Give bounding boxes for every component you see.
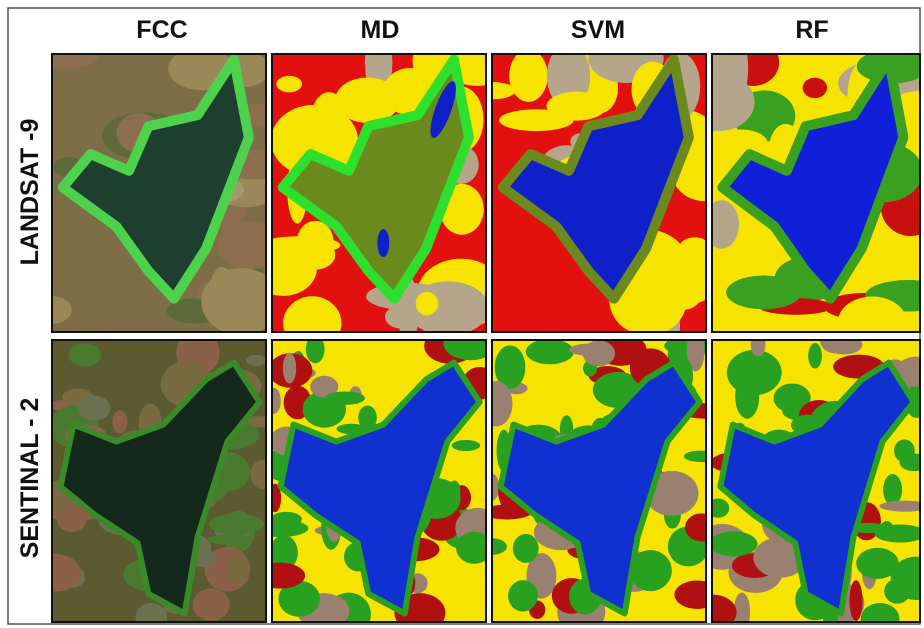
water-patch (377, 229, 389, 257)
panel-grid (29, 29, 924, 628)
land-patch (297, 221, 334, 263)
land-patch (849, 580, 862, 621)
land-patch (246, 355, 266, 366)
land-patch (276, 76, 302, 93)
column-header: RF (795, 16, 828, 44)
land-patch (726, 275, 801, 309)
image-panel (253, 326, 500, 628)
land-patch (709, 531, 757, 556)
row-header: LANDSAT -9 (16, 119, 44, 266)
image-panel (29, 330, 287, 628)
land-patch (112, 410, 127, 433)
land-patch (509, 50, 548, 102)
land-patch (385, 305, 418, 328)
land-patch (193, 588, 230, 620)
land-patch (209, 514, 264, 535)
column-header: FCC (136, 16, 187, 44)
land-patch (335, 78, 400, 123)
land-patch (803, 78, 828, 98)
land-patch (283, 353, 296, 384)
land-patch (513, 534, 539, 563)
image-panel (249, 29, 513, 350)
land-patch (184, 360, 204, 377)
image-panel (32, 40, 297, 335)
figure: FCC MD SVM RF LANDSAT -9 SENTINAL - 2 (0, 0, 924, 628)
land-patch (416, 292, 439, 316)
land-patch (624, 290, 656, 318)
land-patch (883, 474, 902, 505)
image-panel (477, 330, 729, 628)
land-patch (325, 392, 365, 405)
land-patch (452, 440, 480, 451)
image-panel (469, 34, 738, 359)
column-header: MD (361, 16, 400, 44)
land-patch (227, 554, 248, 584)
land-patch (894, 439, 915, 462)
land-patch (663, 255, 706, 309)
land-patch (547, 92, 607, 121)
land-patch (508, 580, 538, 611)
row-header: SENTINAL - 2 (16, 398, 44, 559)
land-patch (69, 343, 102, 367)
image-panel (683, 37, 924, 346)
land-patch (727, 350, 782, 395)
land-patch (583, 340, 616, 366)
land-patch (526, 339, 574, 364)
column-header: SVM (571, 16, 625, 44)
land-patch (207, 534, 254, 544)
image-panel (690, 328, 924, 628)
land-patch (808, 343, 822, 369)
